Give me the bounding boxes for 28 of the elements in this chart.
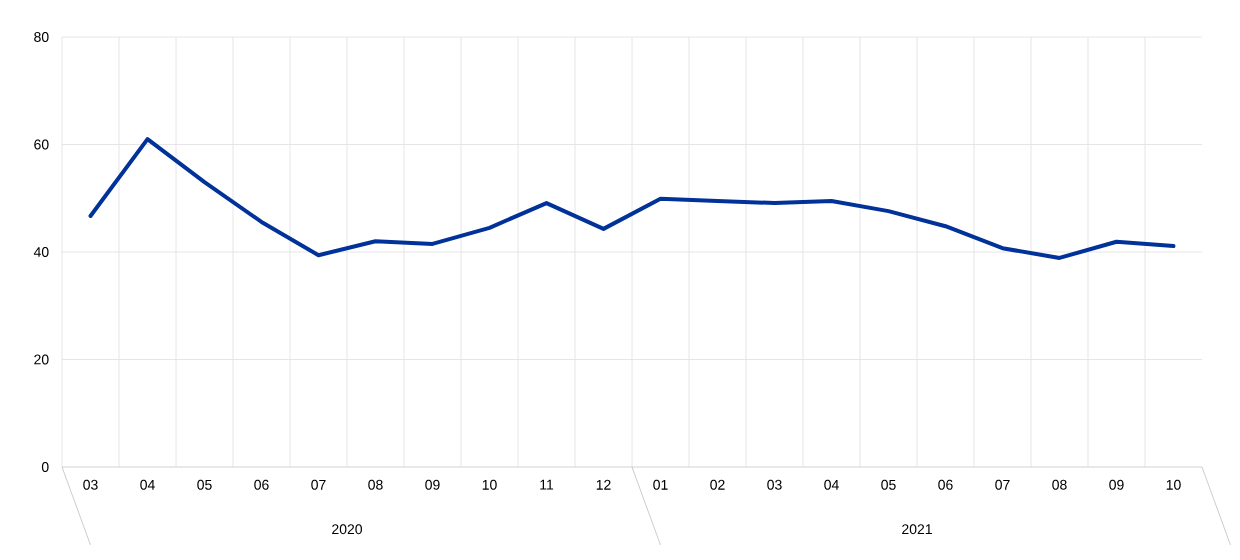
x-tick-label: 04 [140,479,155,490]
x-tick-label: 04 [824,479,839,490]
y-tick-label: 0 [41,462,49,472]
x-tick-label: 09 [1109,479,1124,490]
x-tick-label: 07 [995,479,1010,490]
text: 2020 [332,524,363,535]
x-tick-label: 07 [311,479,326,490]
y-tick-label: 60 [34,139,49,150]
x-tick-label: 09 [425,479,440,490]
text: 2021 [902,524,932,535]
x-tick-label: 05 [197,479,212,490]
x-tick-label: 08 [368,479,383,490]
x-tick-label: 01 [653,479,668,490]
x-tick-label: 12 [596,479,611,490]
y-tick-label: 40 [33,247,49,257]
x-tick-label: 06 [938,479,953,490]
y-tick-label: 80 [34,32,49,42]
y-tick-label: 20 [34,354,49,365]
x-tick-label: 11 [540,479,554,490]
line-series [88,137,1176,260]
x-tick-label: 05 [881,479,896,490]
x-tick-label: 02 [710,479,725,490]
x-tick-label: 03 [767,479,782,490]
x-tick-label: 10 [482,479,497,490]
x-tick-label: 03 [83,479,98,490]
x-tick-label: 08 [1052,479,1067,490]
x-tick-label: 10 [1166,479,1181,490]
x-tick-label: 06 [254,479,269,490]
